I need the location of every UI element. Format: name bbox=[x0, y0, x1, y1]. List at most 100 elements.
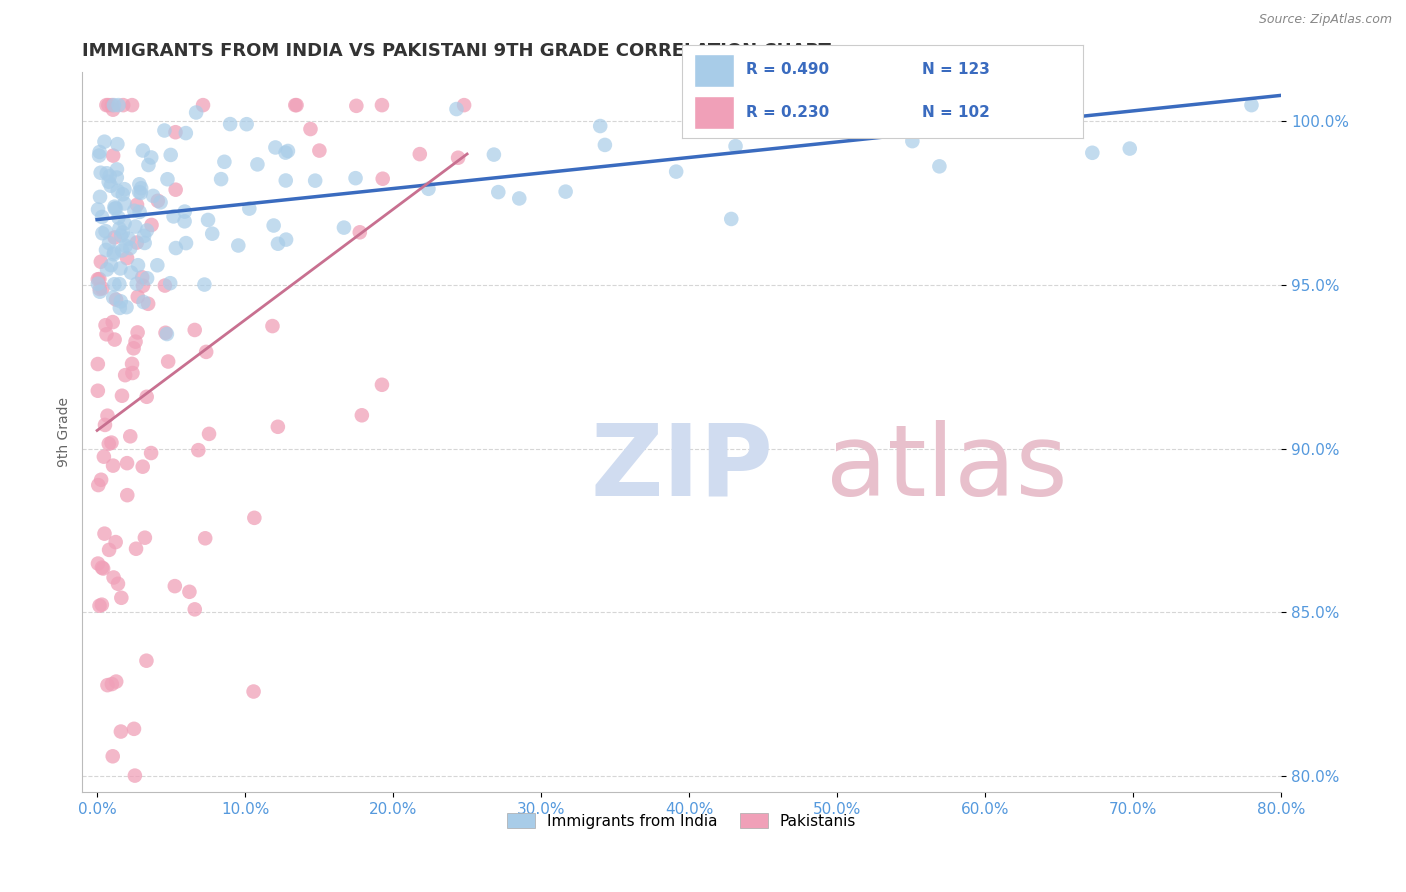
Point bbox=[101, 98, 124, 112]
Point bbox=[97, 98, 120, 112]
Point bbox=[138, 158, 160, 172]
Point bbox=[219, 117, 242, 131]
Point bbox=[194, 531, 217, 545]
Point bbox=[90, 598, 112, 612]
Point bbox=[184, 602, 207, 616]
Point bbox=[720, 211, 742, 226]
Point bbox=[111, 226, 134, 240]
Point bbox=[132, 144, 155, 158]
Point bbox=[193, 277, 215, 292]
Point bbox=[101, 148, 124, 162]
Point bbox=[93, 135, 115, 149]
Point bbox=[87, 478, 110, 492]
Point bbox=[134, 531, 156, 545]
Point bbox=[716, 98, 738, 112]
Point bbox=[508, 191, 530, 205]
Point bbox=[274, 233, 297, 247]
Point bbox=[132, 228, 155, 243]
Point bbox=[344, 171, 367, 186]
Point bbox=[114, 217, 136, 231]
Point bbox=[162, 210, 184, 224]
Point bbox=[87, 557, 110, 571]
Point bbox=[115, 456, 138, 470]
Point bbox=[120, 429, 142, 443]
Point bbox=[165, 241, 187, 255]
Point bbox=[100, 435, 122, 450]
Text: IMMIGRANTS FROM INDIA VS PAKISTANI 9TH GRADE CORRELATION CHART: IMMIGRANTS FROM INDIA VS PAKISTANI 9TH G… bbox=[83, 42, 831, 60]
Point bbox=[94, 224, 117, 238]
Point bbox=[165, 183, 187, 197]
Point bbox=[153, 123, 176, 137]
Point bbox=[344, 99, 367, 113]
Point bbox=[285, 98, 308, 112]
Point bbox=[242, 684, 264, 698]
Point bbox=[141, 218, 163, 232]
Point bbox=[195, 344, 218, 359]
Point bbox=[94, 417, 117, 432]
Point bbox=[901, 134, 924, 148]
Point bbox=[174, 126, 197, 140]
Point bbox=[159, 148, 181, 162]
Point bbox=[135, 223, 157, 237]
Point bbox=[132, 459, 155, 474]
Point bbox=[89, 190, 111, 204]
Point bbox=[146, 194, 169, 208]
Point bbox=[110, 591, 132, 605]
Point bbox=[127, 258, 149, 272]
Point bbox=[87, 272, 110, 286]
Point bbox=[111, 389, 134, 403]
Point bbox=[94, 243, 117, 257]
Point bbox=[131, 270, 153, 285]
Point bbox=[333, 220, 356, 235]
Point bbox=[87, 148, 110, 162]
Point bbox=[104, 535, 127, 549]
Point bbox=[103, 245, 125, 260]
Point bbox=[124, 219, 146, 234]
Point bbox=[447, 151, 470, 165]
Point bbox=[139, 446, 162, 460]
Point bbox=[96, 262, 118, 277]
Point bbox=[371, 377, 394, 392]
Bar bbox=[695, 96, 734, 129]
Point bbox=[371, 98, 394, 112]
Point bbox=[724, 139, 747, 153]
Point bbox=[110, 228, 132, 243]
Point bbox=[191, 98, 214, 112]
Point bbox=[453, 98, 475, 112]
Point bbox=[96, 98, 118, 112]
Point bbox=[156, 326, 179, 341]
Point bbox=[101, 458, 124, 473]
Point bbox=[304, 174, 326, 188]
Point bbox=[299, 122, 322, 136]
Point bbox=[90, 166, 112, 180]
Point bbox=[308, 144, 330, 158]
Point bbox=[107, 98, 129, 112]
Text: N = 102: N = 102 bbox=[922, 104, 990, 120]
Point bbox=[136, 297, 159, 311]
Point bbox=[685, 98, 707, 112]
Point bbox=[107, 211, 129, 225]
Point bbox=[134, 235, 156, 250]
Point bbox=[263, 219, 285, 233]
Point bbox=[97, 175, 120, 189]
Point bbox=[179, 584, 201, 599]
Point bbox=[274, 145, 297, 160]
Point bbox=[114, 182, 136, 196]
Point bbox=[174, 236, 197, 251]
Point bbox=[87, 202, 110, 217]
Point bbox=[91, 227, 114, 241]
Point bbox=[135, 654, 157, 668]
Point bbox=[183, 323, 205, 337]
Legend: Immigrants from India, Pakistanis: Immigrants from India, Pakistanis bbox=[501, 806, 862, 835]
Point bbox=[121, 98, 143, 112]
Point bbox=[100, 258, 122, 272]
Point bbox=[163, 579, 186, 593]
Point bbox=[104, 230, 127, 244]
Text: ZIP: ZIP bbox=[591, 419, 773, 516]
Point bbox=[264, 140, 287, 154]
Text: N = 123: N = 123 bbox=[922, 62, 990, 78]
Point bbox=[187, 443, 209, 458]
Point bbox=[101, 749, 124, 764]
Point bbox=[103, 247, 125, 261]
Point bbox=[127, 326, 149, 340]
